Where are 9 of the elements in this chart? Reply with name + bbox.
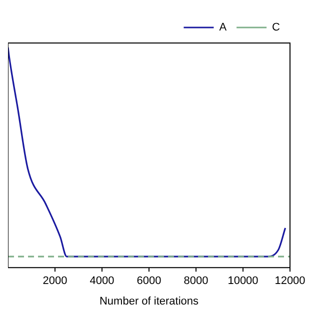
x-tick-label: 10000 bbox=[228, 275, 258, 288]
x-tick-label: 8000 bbox=[184, 275, 208, 288]
x-tick-label: 2000 bbox=[42, 275, 68, 288]
x-tick-label: 4000 bbox=[90, 275, 114, 288]
legend-label: A bbox=[219, 22, 228, 34]
x-tick-label: 12000 bbox=[274, 275, 306, 288]
x-axis-title: Number of iterations bbox=[99, 295, 200, 308]
legend-label: C bbox=[272, 22, 280, 34]
x-tick-label: 6000 bbox=[136, 275, 162, 288]
